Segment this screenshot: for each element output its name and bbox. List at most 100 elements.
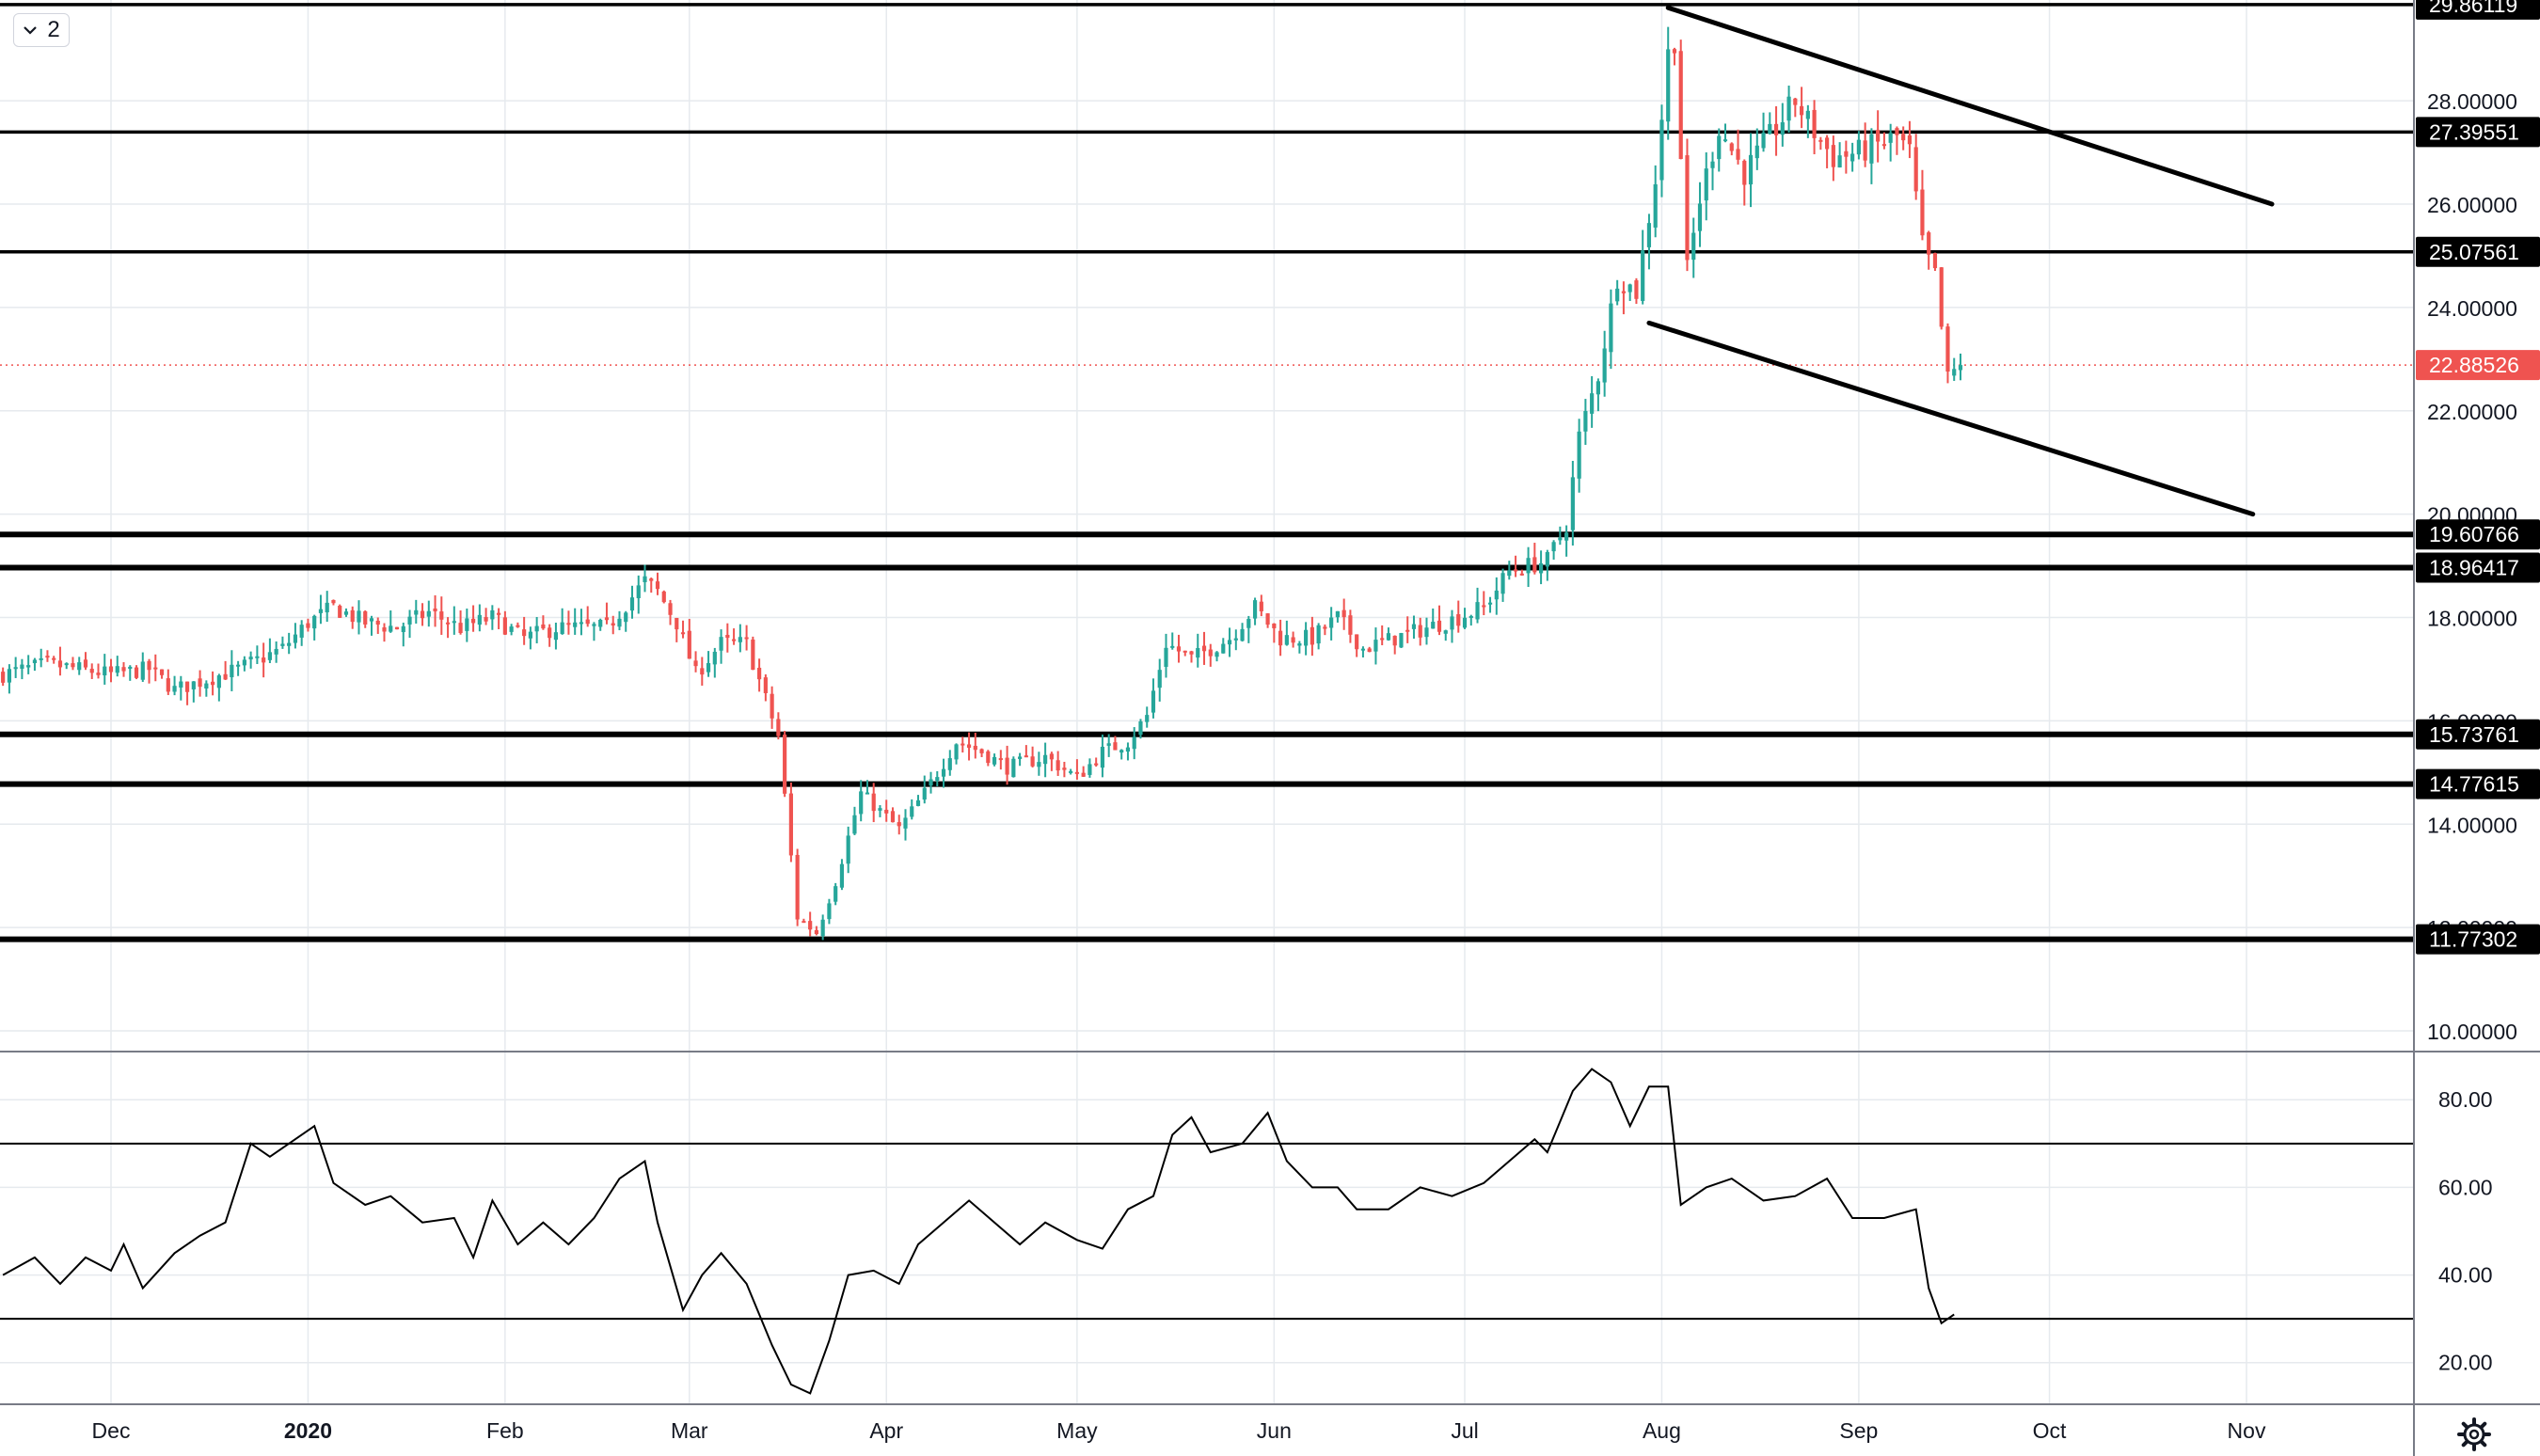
candle-body [1113,742,1118,751]
candle-body [1196,648,1200,658]
price-tick-label: 18.00000 [2427,607,2517,631]
candle-body [611,623,615,625]
candle-body [1507,570,1512,577]
candle-body [325,602,329,613]
candle-body [795,854,800,920]
candle-body [636,585,641,598]
candle-body [1278,630,1283,646]
horizontal-levels [0,3,2414,942]
candle-body [1392,635,1397,646]
level-label: 14.77615 [2429,772,2519,797]
candle-body [502,617,507,635]
candle-body [1043,754,1048,765]
candle-body [744,637,749,640]
candle-body [573,622,578,627]
candle-body [331,600,336,604]
candle-body [1380,638,1385,641]
candle-body [1437,620,1442,632]
candle-body [134,667,139,678]
candle-body [960,743,965,746]
candle-body [1094,763,1099,766]
candle-body [363,610,368,625]
candle-body [1729,143,1734,151]
candle-body [179,681,183,688]
candle-body [64,663,69,666]
candle-body [757,667,762,680]
candle-body [1087,764,1092,775]
candle-body [1513,569,1518,572]
candle-body [1189,651,1194,655]
candle-body [211,681,215,686]
candle-body [852,815,857,834]
candle-body [700,668,705,675]
candle-body [1272,623,1277,628]
candle-body [26,665,31,668]
candle-body [1736,149,1740,160]
candle-body [1405,629,1410,632]
candle-body [624,612,628,623]
candle-body [1157,670,1162,688]
candle-body [1590,393,1595,414]
candle-body [1754,145,1759,159]
candle-body [375,620,380,625]
candle-body [1799,105,1804,116]
candle-body [255,656,260,658]
price-tick-label: 26.00000 [2427,193,2517,217]
candle-body [1773,123,1779,135]
candle-body [1768,123,1772,135]
candle-body [83,659,88,668]
candle-body [1748,154,1754,185]
candle-body [516,625,520,627]
level-label: 19.60766 [2429,522,2519,546]
candle-body [318,609,324,613]
price-tick-label: 10.00000 [2427,1020,2517,1044]
candle-body [1939,267,1944,327]
candle-body [827,903,832,920]
candle-body [522,629,527,637]
candle-body [1201,645,1207,652]
candle-body [814,929,819,935]
candle-body [910,806,914,817]
candle-body [1304,629,1309,646]
candle-body [1106,743,1111,746]
candle-body [389,625,393,632]
candle-body [897,822,901,827]
time-tick-label: Mar [671,1418,708,1443]
candle-body [1431,622,1436,629]
level-label-box [2416,519,2540,550]
candle-body [414,609,419,615]
candle-body [236,664,241,667]
candle-body [280,643,285,646]
candle-body [13,667,18,670]
interval-button[interactable]: 2 [13,13,70,47]
candle-body [1018,756,1023,759]
candle-body [731,639,737,641]
candle-body [1927,232,1931,255]
candle-body [604,617,610,621]
candle-body [1284,635,1289,645]
candle-body [159,669,165,675]
candle-body [979,749,984,753]
candle-body [770,693,774,719]
candle-body [7,669,11,683]
candle-body [541,624,546,629]
candle-body [833,886,838,902]
candle-body [216,675,221,688]
last-price-label: 22.88526 [2429,353,2519,377]
candle-body [668,603,673,615]
candle-body [262,657,266,663]
candle-body [1538,562,1544,574]
candle-body [1704,168,1708,201]
candle-body [1881,144,1887,147]
candle-body [1551,542,1556,552]
candle-body [1443,630,1448,634]
candle-body [1895,128,1899,135]
candle-body [1074,771,1079,774]
candle-body [338,606,342,618]
candle-body [115,666,119,673]
candle-body [1329,617,1334,628]
price-tick-label: 28.00000 [2427,89,2517,114]
gear-icon[interactable] [2455,1416,2493,1453]
time-tick-label: Aug [1643,1418,1681,1443]
